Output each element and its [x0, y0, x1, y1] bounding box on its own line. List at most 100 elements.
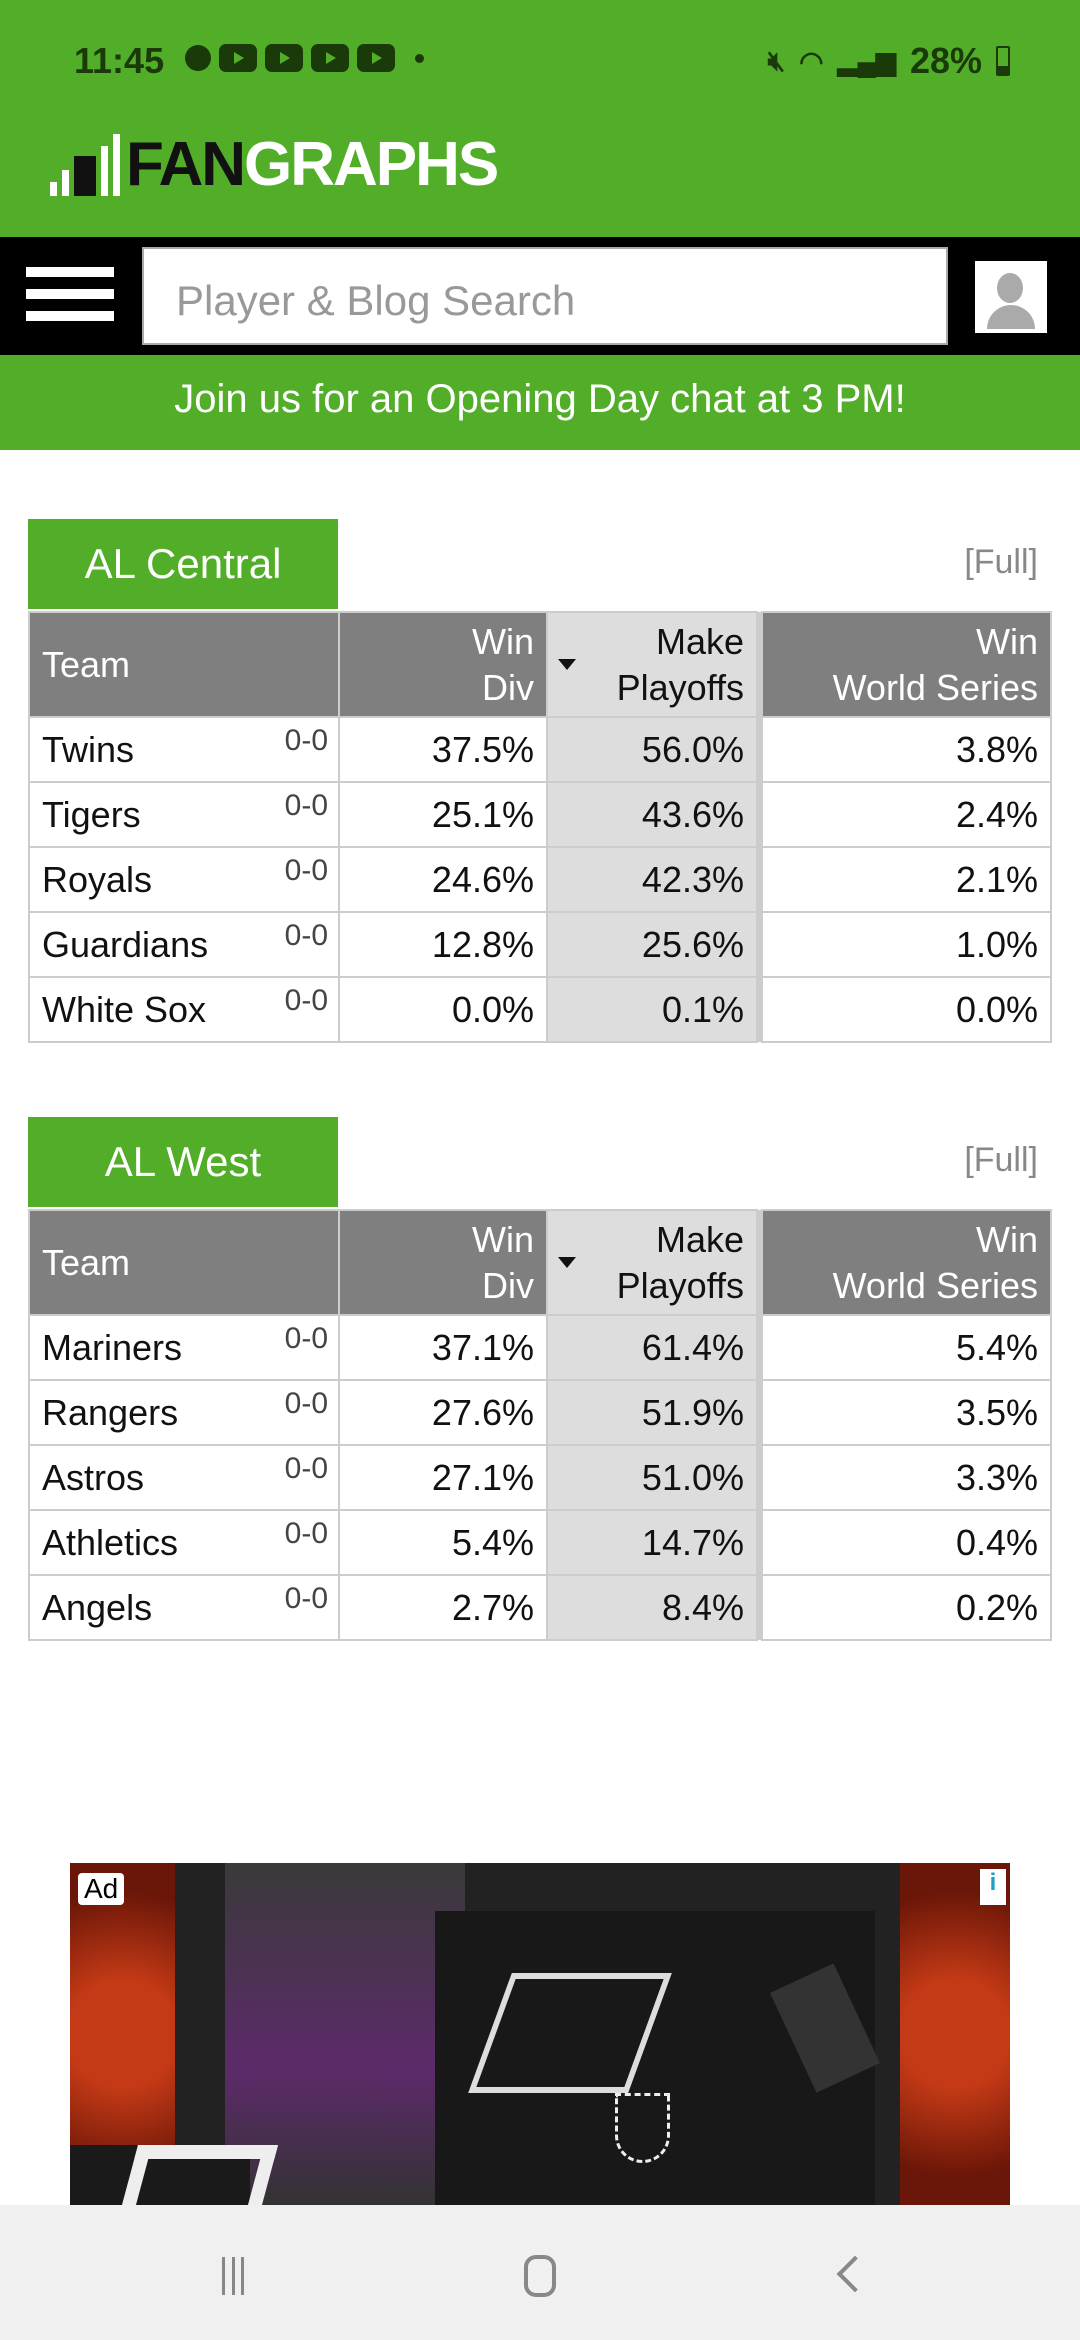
ad-label: Ad [78, 1873, 125, 1905]
wifi-icon: ◠ [799, 45, 824, 77]
team-record: 0-0 [284, 854, 328, 887]
team-name[interactable]: Rangers [42, 1391, 179, 1433]
sort-desc-icon [558, 1257, 576, 1268]
table-row: Tigers 0-0 25.1% 43.6% 2.4% [28, 781, 1052, 848]
team-cell[interactable]: Twins 0-0 [28, 716, 340, 783]
full-standings-link[interactable]: [Full] [964, 543, 1038, 581]
win-ws-cell: 3.5% [761, 1379, 1052, 1446]
table-row: Athletics 0-0 5.4% 14.7% 0.4% [28, 1509, 1052, 1576]
notification-icons [185, 44, 424, 72]
col-team[interactable]: Team [28, 611, 340, 718]
full-standings-link[interactable]: [Full] [964, 1141, 1038, 1179]
make-playoffs-cell: 14.7% [546, 1509, 758, 1576]
team-cell[interactable]: Royals 0-0 [28, 846, 340, 913]
adchoices-icon[interactable]: i [980, 1869, 1006, 1905]
col-win-world-series[interactable]: Win World Series [761, 1209, 1052, 1316]
division-title[interactable]: AL West [28, 1117, 338, 1207]
team-record: 0-0 [284, 919, 328, 952]
team-cell[interactable]: Guardians 0-0 [28, 911, 340, 978]
youtube-icon [311, 44, 349, 72]
team-cell[interactable]: Tigers 0-0 [28, 781, 340, 848]
team-cell[interactable]: Angels 0-0 [28, 1574, 340, 1641]
win-ws-cell: 0.4% [761, 1509, 1052, 1576]
search-input[interactable]: Player & Blog Search [142, 247, 948, 345]
table-header: Team Win Div Make Playoffs Win World Series [28, 1209, 1052, 1316]
team-name[interactable]: Tigers [42, 793, 141, 835]
make-playoffs-cell: 51.0% [546, 1444, 758, 1511]
team-name[interactable]: Guardians [42, 923, 209, 965]
win-div-cell: 25.1% [338, 781, 548, 848]
table-header: Team Win Div Make Playoffs Win World Series [28, 611, 1052, 718]
standings-table: Team Win Div Make Playoffs Win World Series… [28, 1209, 1052, 1641]
team-cell[interactable]: Astros 0-0 [28, 1444, 340, 1511]
battery-percent: 28% [909, 40, 982, 81]
table-row: Twins 0-0 37.5% 56.0% 3.8% [28, 716, 1052, 783]
win-ws-cell: 0.2% [761, 1574, 1052, 1641]
win-ws-cell: 0.0% [761, 976, 1052, 1043]
team-name[interactable]: Royals [42, 858, 153, 900]
make-playoffs-cell: 61.4% [546, 1314, 758, 1381]
clock: 11:45 [74, 40, 165, 81]
nav-bar: Player & Blog Search [0, 237, 1080, 355]
team-record: 0-0 [284, 1322, 328, 1355]
team-name[interactable]: White Sox [42, 988, 207, 1030]
logo-fan: FAN [126, 130, 246, 199]
col-make-playoffs[interactable]: Make Playoffs [546, 611, 758, 718]
col-team[interactable]: Team [28, 1209, 340, 1316]
team-record: 0-0 [284, 1387, 328, 1420]
team-name[interactable]: Angels [42, 1586, 153, 1628]
col-win-div[interactable]: Win Div [338, 611, 548, 718]
more-notifications-icon [415, 53, 424, 63]
col-win-div[interactable]: Win Div [338, 1209, 548, 1316]
system-nav-bar [0, 2205, 1080, 2340]
announcement-banner[interactable]: Join us for an Opening Day chat at 3 PM! [0, 355, 1080, 450]
win-ws-cell: 2.1% [761, 846, 1052, 913]
make-playoffs-cell: 0.1% [546, 976, 758, 1043]
site-header: FAN GRAPHS [0, 120, 1080, 237]
table-row: Rangers 0-0 27.6% 51.9% 3.5% [28, 1379, 1052, 1446]
advertisement[interactable]: Ad i [70, 1863, 1010, 2205]
make-playoffs-cell: 8.4% [546, 1574, 758, 1641]
col-make-playoffs[interactable]: Make Playoffs [546, 1209, 758, 1316]
win-div-cell: 2.7% [338, 1574, 548, 1641]
team-record: 0-0 [284, 984, 328, 1017]
recent-apps-icon[interactable] [222, 2257, 244, 2295]
back-icon[interactable] [836, 2255, 874, 2293]
division-title[interactable]: AL Central [28, 519, 338, 609]
chat-icon [185, 45, 211, 71]
win-div-cell: 12.8% [338, 911, 548, 978]
team-cell[interactable]: Rangers 0-0 [28, 1379, 340, 1446]
col-win-world-series[interactable]: Win World Series [761, 611, 1052, 718]
team-cell[interactable]: Athletics 0-0 [28, 1509, 340, 1576]
fangraphs-logo[interactable]: FAN GRAPHS [50, 130, 499, 199]
status-bar: 11:45 🔇︎ ◠ ▂▄▆ 28% [0, 0, 1080, 120]
home-icon[interactable] [524, 2255, 556, 2297]
team-name[interactable]: Athletics [42, 1521, 179, 1563]
team-record: 0-0 [284, 1452, 328, 1485]
win-ws-cell: 3.8% [761, 716, 1052, 783]
team-record: 0-0 [284, 1582, 328, 1615]
standings-table: Team Win Div Make Playoffs Win World Series… [28, 611, 1052, 1043]
menu-icon[interactable] [26, 267, 114, 325]
team-name[interactable]: Astros [42, 1456, 145, 1498]
win-ws-cell: 2.4% [761, 781, 1052, 848]
user-icon [997, 273, 1023, 303]
make-playoffs-cell: 56.0% [546, 716, 758, 783]
table-row: Astros 0-0 27.1% 51.0% 3.3% [28, 1444, 1052, 1511]
user-account-button[interactable] [975, 261, 1047, 333]
youtube-icon [357, 44, 395, 72]
youtube-icon [265, 44, 303, 72]
make-playoffs-cell: 25.6% [546, 911, 758, 978]
make-playoffs-cell: 51.9% [546, 1379, 758, 1446]
team-cell[interactable]: Mariners 0-0 [28, 1314, 340, 1381]
team-name[interactable]: Mariners [42, 1326, 183, 1368]
win-div-cell: 27.1% [338, 1444, 548, 1511]
make-playoffs-cell: 42.3% [546, 846, 758, 913]
team-cell[interactable]: White Sox 0-0 [28, 976, 340, 1043]
win-ws-cell: 5.4% [761, 1314, 1052, 1381]
team-name[interactable]: Twins [42, 728, 135, 770]
team-record: 0-0 [284, 724, 328, 757]
win-ws-cell: 3.3% [761, 1444, 1052, 1511]
win-div-cell: 37.1% [338, 1314, 548, 1381]
logo-graphs: GRAPHS [244, 130, 499, 199]
